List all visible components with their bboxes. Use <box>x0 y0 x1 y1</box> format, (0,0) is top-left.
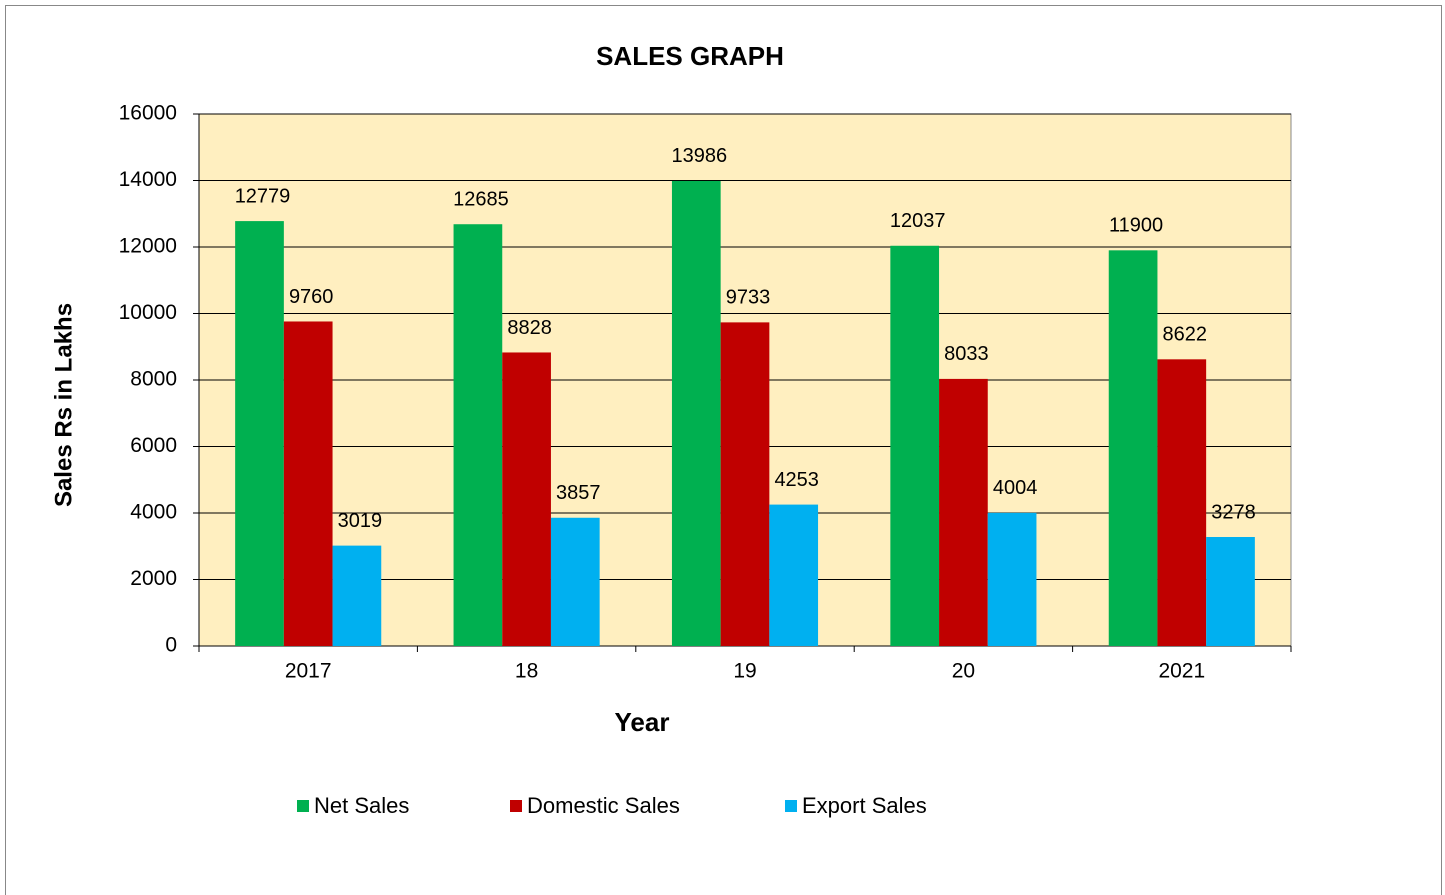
bar <box>283 321 333 646</box>
legend-label: Export Sales <box>802 793 927 818</box>
bar <box>453 224 503 646</box>
bar <box>1206 537 1255 646</box>
data-label: 12685 <box>453 189 509 211</box>
bar <box>890 245 940 646</box>
bar <box>769 504 819 646</box>
data-label: 9760 <box>289 286 334 308</box>
data-label: 8622 <box>1163 324 1208 346</box>
data-label: 13986 <box>671 145 727 167</box>
bar <box>939 378 988 646</box>
data-label: 12779 <box>235 185 291 207</box>
legend-swatch <box>510 800 522 812</box>
bar <box>235 221 284 646</box>
y-tick-label: 2000 <box>130 567 177 590</box>
data-label: 8033 <box>944 343 989 365</box>
legend-label: Domestic Sales <box>527 793 680 818</box>
data-label: 8828 <box>507 317 552 339</box>
data-label: 11900 <box>1109 215 1163 237</box>
bar <box>332 545 382 646</box>
y-tick-label: 12000 <box>119 235 177 258</box>
bar <box>502 352 551 646</box>
x-tick-label: 2021 <box>1158 660 1205 683</box>
y-tick-label: 6000 <box>130 434 177 457</box>
bar <box>550 517 600 646</box>
chart-title: SALES GRAPH <box>596 41 784 71</box>
data-label: 4004 <box>993 477 1038 499</box>
bar <box>671 180 721 646</box>
legend-swatch <box>785 800 797 812</box>
y-tick-label: 16000 <box>119 102 177 125</box>
data-label: 3857 <box>556 482 601 504</box>
bar <box>1157 359 1207 646</box>
data-label: 3278 <box>1211 501 1256 523</box>
x-tick-label: 20 <box>952 660 975 683</box>
data-label: 12037 <box>890 210 946 232</box>
y-tick-label: 10000 <box>119 301 177 324</box>
legend-label: Net Sales <box>314 793 409 818</box>
bar <box>720 322 770 646</box>
data-label: 3019 <box>338 510 383 532</box>
legend-swatch <box>297 800 309 812</box>
y-tick-label: 0 <box>165 634 177 657</box>
bar <box>987 512 1037 646</box>
x-tick-label: 18 <box>515 660 538 683</box>
y-tick-label: 8000 <box>130 368 177 391</box>
data-label: 4253 <box>774 469 819 491</box>
x-tick-label: 19 <box>733 660 756 683</box>
y-tick-label: 14000 <box>119 168 177 191</box>
x-tick-label: 2017 <box>285 660 332 683</box>
data-label: 9733 <box>726 287 771 309</box>
bar <box>1108 250 1158 646</box>
x-axis-label: Year <box>615 707 670 737</box>
y-axis-label: Sales Rs in Lakhs <box>50 303 77 507</box>
y-tick-label: 4000 <box>130 501 177 524</box>
